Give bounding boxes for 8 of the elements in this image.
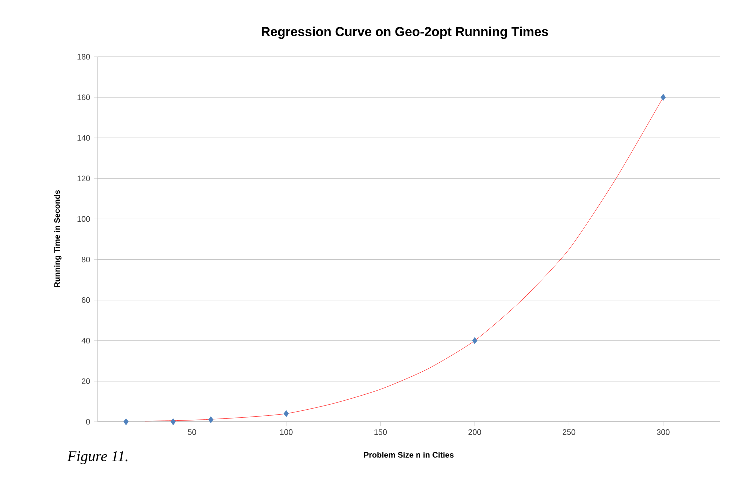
chart-title: Regression Curve on Geo-2opt Running Times <box>262 26 548 40</box>
point <box>284 410 290 418</box>
point <box>472 337 478 344</box>
point <box>124 418 129 426</box>
point <box>208 416 214 424</box>
point <box>660 94 666 101</box>
point <box>170 418 176 426</box>
text: Figure 11. <box>67 451 128 465</box>
